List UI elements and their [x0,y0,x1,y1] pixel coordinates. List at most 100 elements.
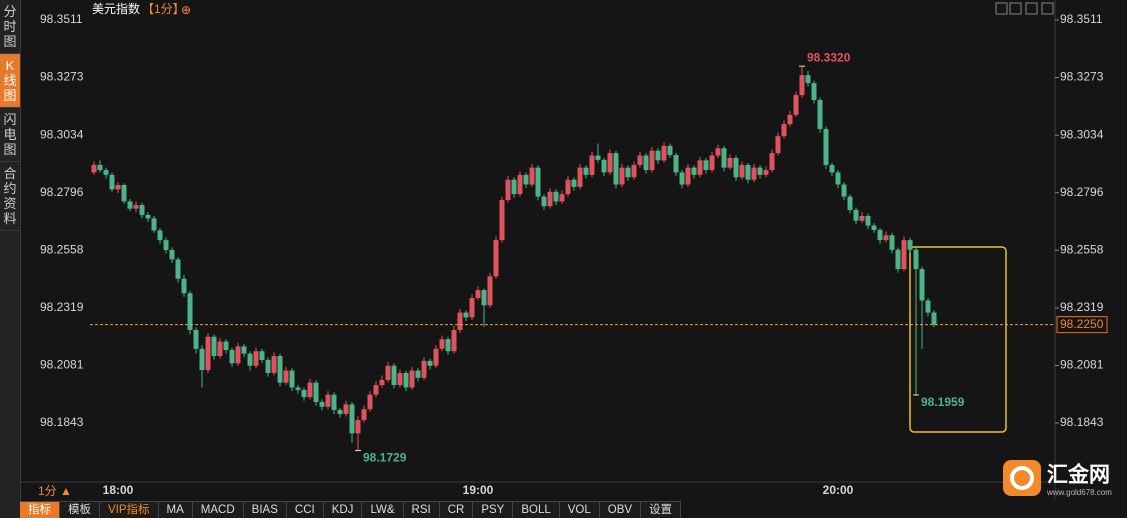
candle-body [571,179,577,187]
candle-body [799,75,805,96]
candle-body [649,150,655,171]
period-label[interactable]: 1分 ▲ [38,484,72,498]
candle-body [391,365,397,386]
footer-tab[interactable]: KDJ [323,501,363,518]
candle-body [451,329,457,352]
side-tab[interactable]: 合约资料 [0,162,20,231]
logo-icon [1010,466,1034,490]
candle-body [313,382,319,402]
candle-body [871,225,877,230]
y-tick-label: 98.3511 [40,12,83,26]
footer-tab[interactable]: 设置 [641,501,682,518]
logo-name: 汇金网 [1047,463,1110,487]
candle-body [91,164,97,173]
candle-body [415,370,421,378]
footer-tab[interactable]: CCI [286,501,324,518]
side-tabs: 分时图 K线图 闪电图 合约资料 [0,0,21,518]
candle-body [619,167,625,185]
candle-body [487,276,493,306]
candle-body [289,370,295,388]
candle-body [301,389,307,398]
candle-body [673,155,679,173]
candle-body [355,420,361,434]
candle-body [655,150,661,161]
candle-body [853,209,859,221]
candle-body [187,293,193,330]
footer-tab[interactable]: BOLL [513,501,560,518]
y-tick-label: 98.3273 [1060,70,1104,84]
tool-button[interactable] [1041,2,1054,15]
tool-button[interactable] [995,2,1008,15]
candle-body [121,185,127,202]
footer-tab[interactable]: MA [158,501,193,518]
y-tick-label: 98.3511 [1060,12,1103,26]
footer-tab[interactable]: PSY [473,501,514,518]
candle-body [403,372,409,388]
candle-body [787,114,793,125]
candle-body [565,179,571,195]
y-tick-label: 98.1843 [40,415,84,429]
candle-body [475,290,481,299]
candle-body [127,201,133,209]
candle-body [907,240,913,250]
candle-body [835,172,841,185]
candle-body [769,153,775,171]
candle-body [115,185,121,190]
icon[interactable]: ⊕ [181,3,191,17]
side-tab[interactable]: 闪电图 [0,108,20,162]
candle-body [397,372,403,386]
footer-tab[interactable]: 指标 [20,501,60,518]
candle-body [343,404,349,415]
y-tick-label: 98.2558 [40,242,84,256]
footer-tab[interactable]: BIAS [243,501,287,518]
candle-body [199,348,205,371]
candle-body [877,229,883,241]
y-tick-label: 98.2319 [40,300,84,314]
candle-body [211,336,217,357]
candle-body [757,167,763,175]
candle-body [151,218,157,231]
footer-tab[interactable]: VOL [559,501,600,518]
y-tick-label: 98.2796 [1060,185,1104,199]
candle-body [847,196,853,210]
footer-tab[interactable]: OBV [599,501,642,518]
last-price-label: 98.2250 [1060,317,1104,331]
y-tick-label: 98.2319 [1060,300,1104,314]
candle-body [481,290,487,306]
logo-url: www.gold678.com [1046,488,1112,497]
candle-body [319,401,325,407]
candle-body [433,348,439,366]
footer-tab[interactable]: RSI [403,501,440,518]
highlight-box [909,246,1007,433]
footer-tab[interactable]: 模板 [60,501,100,518]
tool-button[interactable] [1025,2,1038,15]
candle-body [883,235,889,241]
side-tab[interactable]: 分时图 [0,0,20,54]
x-tick-label: 18:00 [103,483,134,497]
candle-body [811,83,817,100]
footer-tab[interactable]: LW& [362,501,404,518]
candle-body [781,124,787,137]
candle-body [919,269,925,301]
footer-tab[interactable]: VIP指标 [100,501,159,518]
candle-body [361,409,367,421]
y-tick-label: 98.3034 [40,127,84,141]
candle-body [931,312,937,325]
candle-body [889,235,895,250]
footer-tab[interactable]: MACD [192,501,244,518]
candle-body [139,205,145,215]
candle-body [175,259,181,279]
candle-body [691,167,697,175]
candle-body [337,409,343,415]
chart-title: 美元指数 [92,1,140,16]
tool-button[interactable] [1009,2,1022,15]
candle-body [181,278,187,294]
candle-body [625,167,631,178]
side-tab[interactable]: K线图 [0,54,20,108]
period: 【1分】 [142,2,185,16]
footer-tab[interactable]: CR [439,501,474,518]
candle-body [463,312,469,318]
candle-body [595,155,601,160]
candle-body [259,351,265,360]
candle-body [493,240,499,277]
